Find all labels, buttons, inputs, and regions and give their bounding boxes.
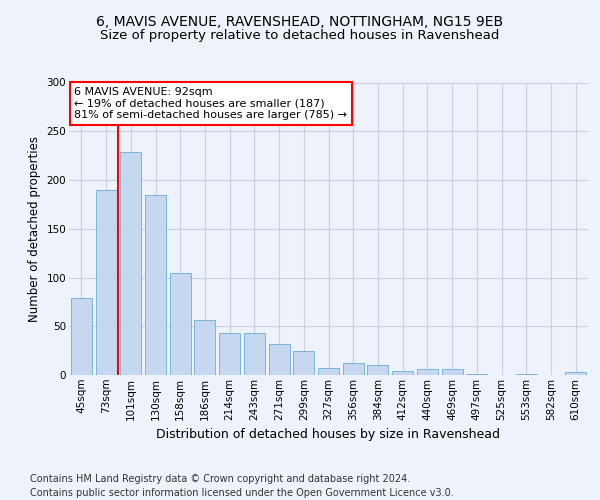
Bar [392, 371, 413, 375]
Bar [269, 344, 290, 375]
Bar [145, 194, 166, 375]
Text: 6 MAVIS AVENUE: 92sqm
← 19% of detached houses are smaller (187)
81% of semi-det: 6 MAVIS AVENUE: 92sqm ← 19% of detached … [74, 87, 347, 120]
Bar [367, 365, 388, 375]
Text: 6, MAVIS AVENUE, RAVENSHEAD, NOTTINGHAM, NG15 9EB: 6, MAVIS AVENUE, RAVENSHEAD, NOTTINGHAM,… [97, 16, 503, 30]
X-axis label: Distribution of detached houses by size in Ravenshead: Distribution of detached houses by size … [157, 428, 500, 441]
Bar [71, 298, 92, 375]
Text: Size of property relative to detached houses in Ravenshead: Size of property relative to detached ho… [100, 30, 500, 43]
Text: Contains HM Land Registry data © Crown copyright and database right 2024.
Contai: Contains HM Land Registry data © Crown c… [30, 474, 454, 498]
Y-axis label: Number of detached properties: Number of detached properties [28, 136, 41, 322]
Bar [417, 369, 438, 375]
Bar [516, 374, 537, 375]
Bar [170, 272, 191, 375]
Bar [466, 374, 487, 375]
Bar [244, 333, 265, 375]
Bar [95, 190, 116, 375]
Bar [219, 333, 240, 375]
Bar [194, 320, 215, 375]
Bar [120, 152, 141, 375]
Bar [343, 364, 364, 375]
Bar [293, 350, 314, 375]
Bar [318, 368, 339, 375]
Bar [565, 372, 586, 375]
Bar [442, 369, 463, 375]
